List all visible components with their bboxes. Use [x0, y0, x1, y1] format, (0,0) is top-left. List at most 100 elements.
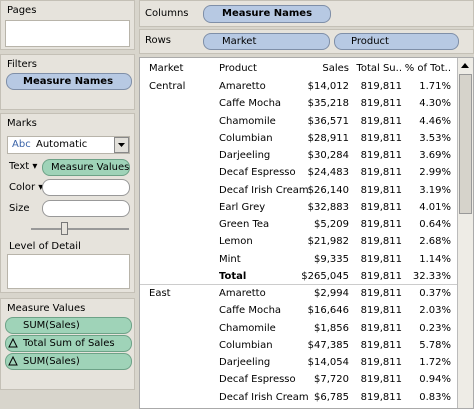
size-pill[interactable]: [42, 200, 130, 217]
value-cell: $36,571: [307, 115, 349, 127]
value-cell: $1,856: [314, 322, 349, 334]
product-cell: Amaretto: [219, 288, 266, 299]
product-cell: Mint: [219, 253, 241, 265]
value-cell: $265,045: [301, 270, 349, 282]
card-title: Pages: [7, 5, 37, 16]
group-separator: [140, 284, 457, 285]
column-header: % of Tot..: [404, 63, 451, 74]
product-cell: Amaretto: [219, 81, 266, 92]
market-cell: East: [149, 288, 171, 299]
row-pill[interactable]: Market: [203, 33, 330, 50]
dropdown-button: [114, 137, 129, 153]
scrollbar[interactable]: [457, 58, 473, 408]
value-cell: 819,811: [360, 115, 402, 127]
text-shelf-label[interactable]: Text ▾: [9, 161, 38, 172]
label: Text: [9, 161, 30, 172]
value-cell: $14,054: [307, 357, 349, 368]
value-cell: 819,811: [360, 150, 402, 161]
value-cell: 819,811: [360, 167, 402, 179]
size-slider-track: [31, 228, 129, 230]
pages-drop[interactable]: [5, 20, 130, 47]
value-cell: 1.14%: [419, 253, 451, 265]
detail-drop[interactable]: [7, 254, 130, 289]
value-cell: $32,883: [307, 201, 349, 213]
crosstab: Market Product Sales Total Su..% of Tot.. Ce…: [139, 57, 474, 409]
marks-card: Marks Abc Automatic Text ▾ Measure Value…: [0, 113, 135, 293]
value-cell: 0.23%: [419, 322, 451, 334]
product-cell: Darjeeling: [219, 150, 271, 161]
value-cell: 819,811: [360, 201, 402, 213]
label: Color: [9, 182, 36, 193]
rows-shelf: Rows Market Product: [139, 29, 474, 54]
table-calc-icon: [8, 338, 18, 348]
product-cell: Decaf Espresso: [219, 167, 296, 179]
value-cell: 819,811: [360, 374, 402, 386]
value-cell: 1.71%: [419, 81, 451, 92]
mark-type: Automatic: [36, 139, 88, 150]
value-cell: 32.33%: [412, 270, 451, 282]
product-cell: Green Tea: [219, 219, 270, 230]
value-cell: 2.99%: [419, 167, 451, 179]
column-header: Total Su..: [356, 63, 402, 74]
value-cell: 0.94%: [419, 374, 451, 386]
label: Total Sum of Sales: [23, 338, 115, 349]
row-pill[interactable]: Product: [334, 33, 459, 50]
size-slider-thumb[interactable]: [61, 222, 68, 235]
label: SUM(Sales): [23, 356, 80, 367]
value-cell: $14,012: [307, 81, 349, 92]
scroll-thumb[interactable]: [459, 74, 472, 214]
value-cell: $5,209: [314, 219, 349, 230]
value-cell: 4.01%: [419, 201, 451, 213]
product-cell: Earl Grey: [219, 201, 266, 213]
shelf-label: Columns: [145, 8, 189, 19]
value-cell: $35,218: [307, 98, 349, 110]
value-cell: 819,811: [360, 288, 402, 299]
value-cell: 0.83%: [419, 391, 451, 403]
value-cell: 0.64%: [419, 219, 451, 230]
value-cell: 819,811: [360, 132, 402, 144]
value-cell: 819,811: [360, 219, 402, 230]
product-cell: Lemon: [219, 236, 253, 248]
value-cell: $21,982: [307, 236, 349, 248]
value-cell: 2.68%: [419, 236, 451, 248]
value-cell: 819,811: [360, 322, 402, 334]
filter-pill[interactable]: Measure Names: [6, 73, 132, 90]
value-cell: $30,284: [307, 150, 349, 161]
shelf-label: Rows: [145, 35, 172, 46]
measure-pill[interactable]: SUM(Sales): [5, 317, 132, 334]
color-pill[interactable]: [42, 179, 130, 196]
product-cell: Chamomile: [219, 115, 276, 127]
scroll-up[interactable]: [460, 61, 470, 69]
value-cell: 3.19%: [419, 184, 451, 196]
card-title: Filters: [7, 59, 37, 70]
product-cell: Columbian: [219, 339, 273, 351]
value-cell: 819,811: [360, 357, 402, 368]
column-pill[interactable]: Measure Names: [203, 5, 331, 23]
measure-pill[interactable]: Total Sum of Sales: [5, 335, 132, 352]
value-cell: 4.46%: [419, 115, 451, 127]
measure-pill[interactable]: SUM(Sales): [5, 353, 132, 370]
value-cell: 819,811: [360, 98, 402, 110]
value-cell: 4.30%: [419, 98, 451, 110]
card-title: Marks: [7, 118, 37, 129]
value-cell: 5.78%: [419, 339, 451, 351]
value-cell: 819,811: [360, 81, 402, 92]
mark-type-dropdown[interactable]: Abc Automatic: [7, 136, 130, 154]
market-cell: Central: [149, 81, 186, 92]
detail-label: Level of Detail: [9, 241, 81, 252]
value-cell: $26,140: [307, 184, 349, 196]
table-calc-icon: [8, 356, 18, 366]
mark-type-icon: Abc: [12, 139, 31, 150]
value-cell: $24,483: [307, 167, 349, 179]
product-cell: Total: [219, 270, 247, 282]
value-cell: 819,811: [360, 305, 402, 317]
value-cell: $28,911: [307, 132, 349, 144]
column-header: Market: [149, 63, 184, 74]
product-cell: Chamomile: [219, 322, 276, 334]
value-cell: $47,385: [307, 339, 349, 351]
color-shelf-label[interactable]: Color ▾: [9, 182, 44, 193]
text-pill[interactable]: Measure Values: [42, 159, 130, 176]
value-cell: 819,811: [360, 339, 402, 351]
size-label: Size: [9, 203, 30, 214]
